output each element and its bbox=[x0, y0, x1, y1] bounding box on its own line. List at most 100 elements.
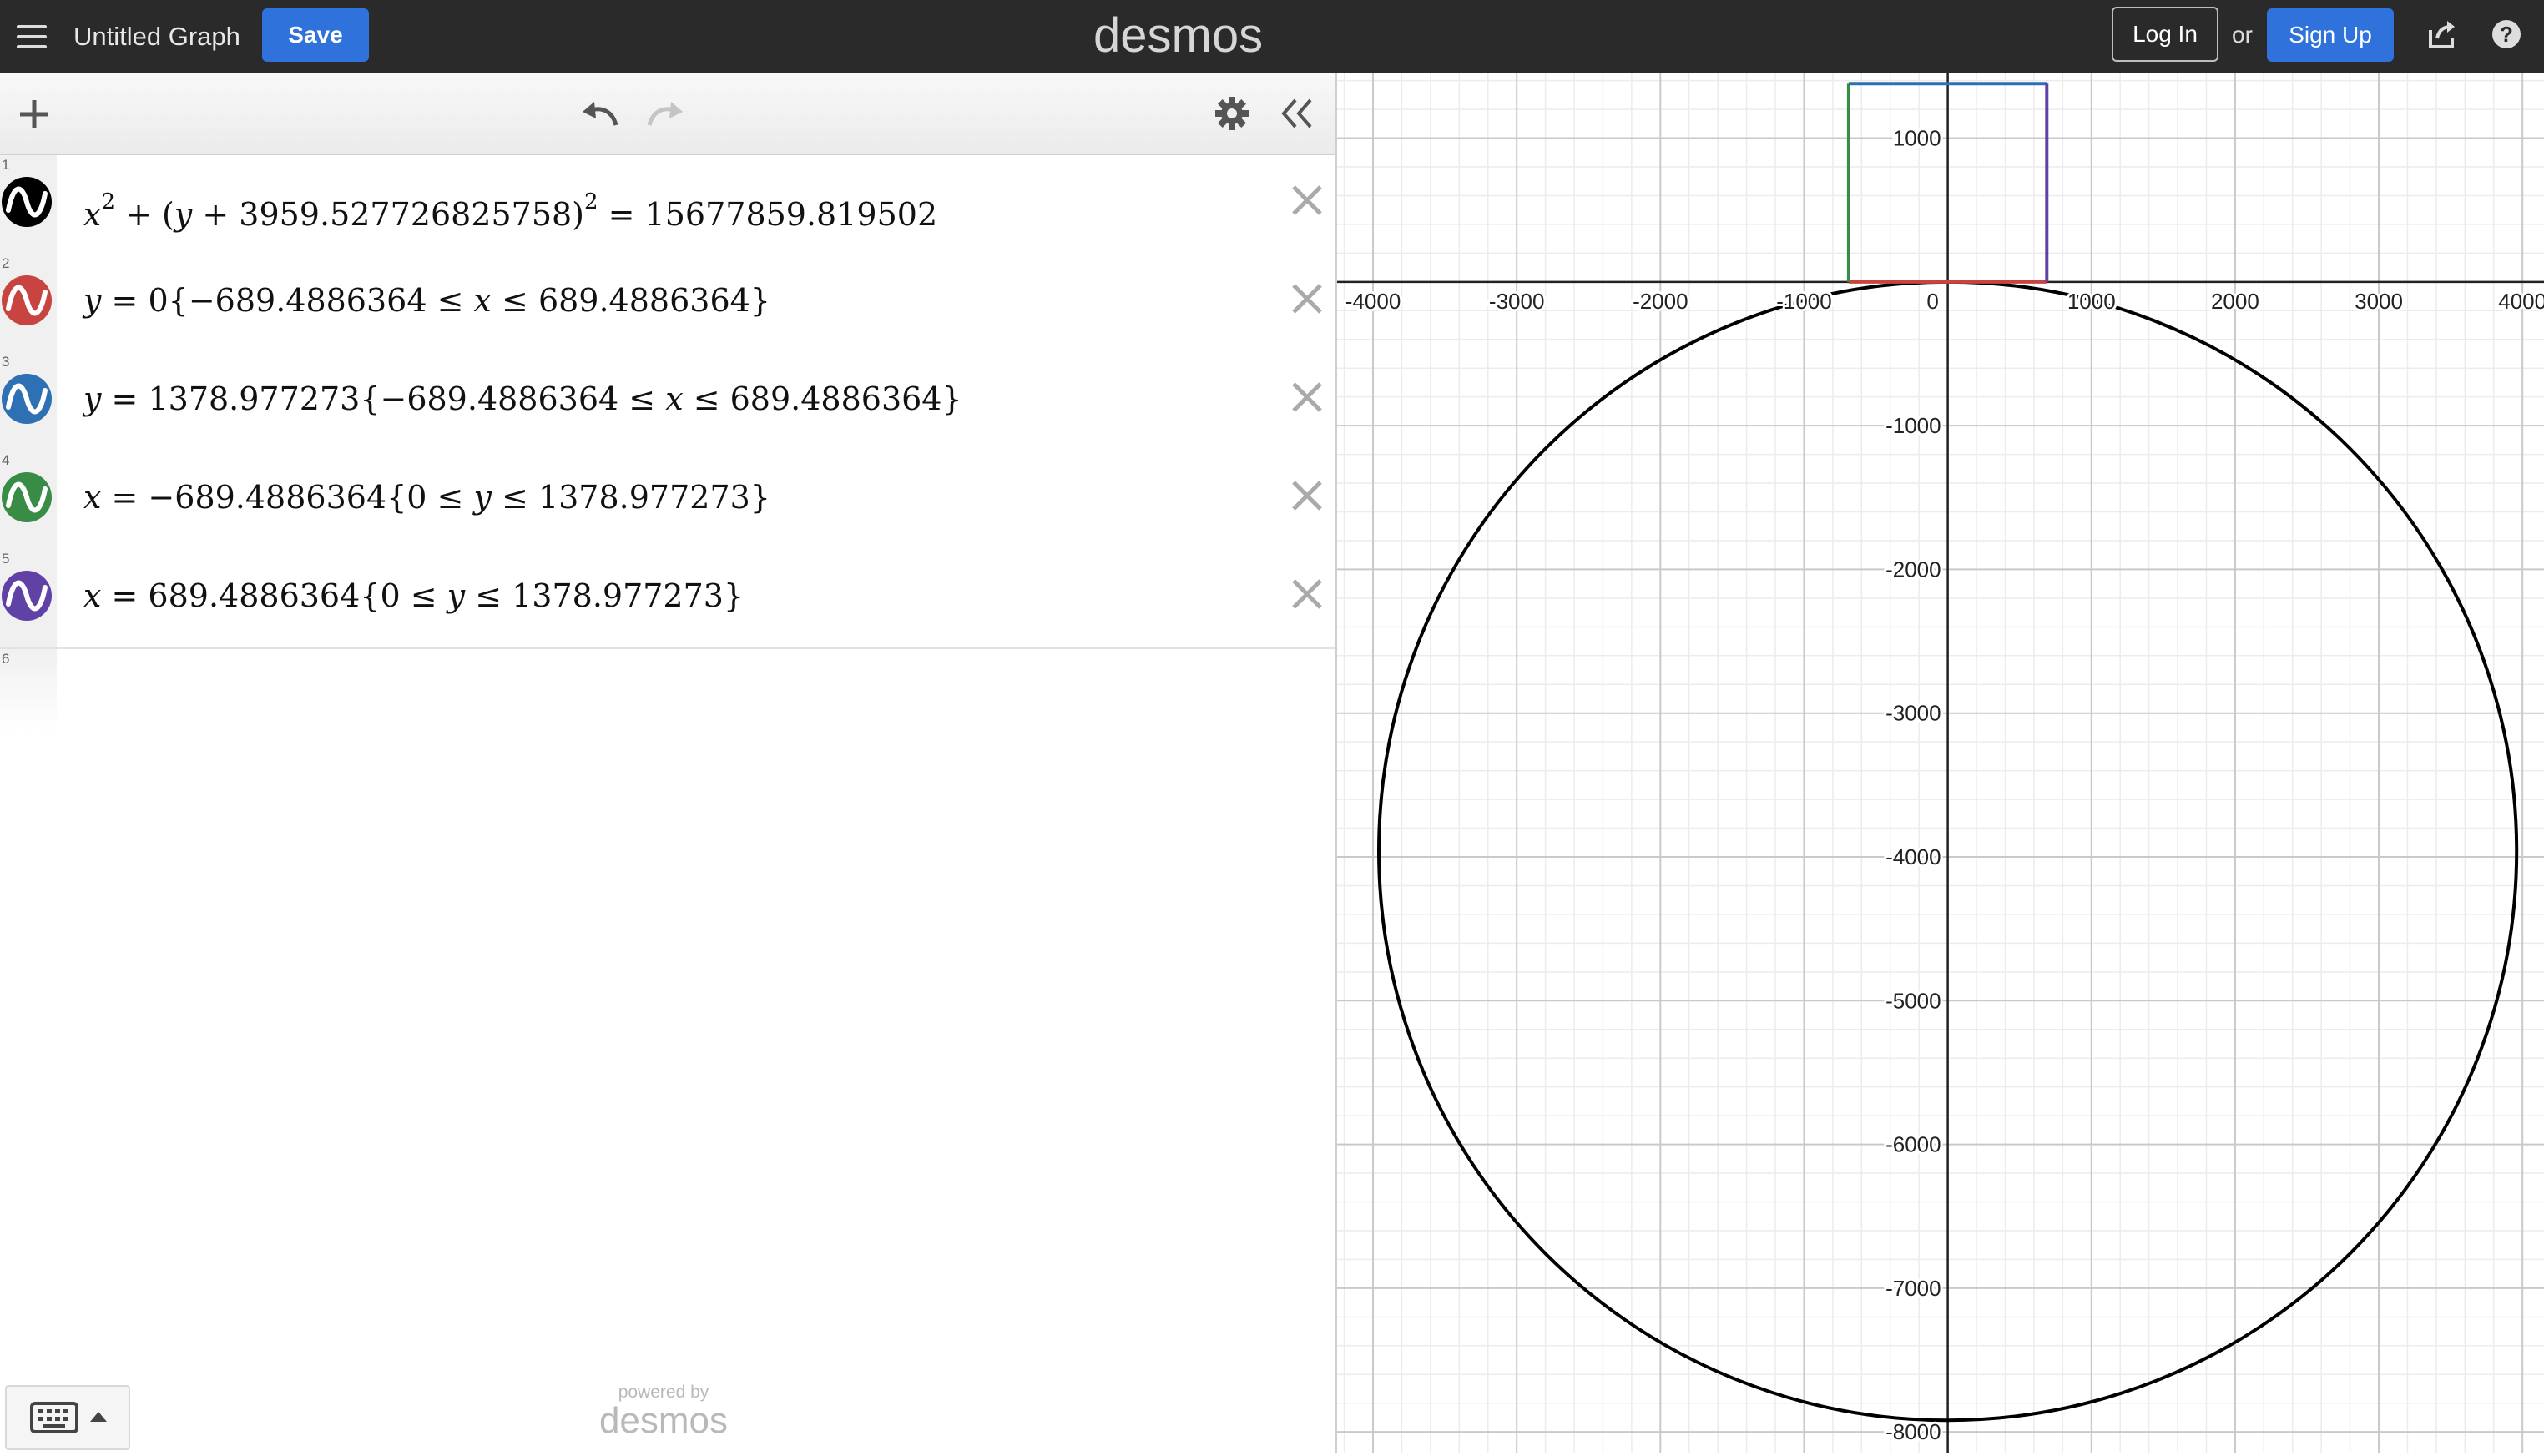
expression-panel: 1 x2 + (y + 3959.527726825758)2 = 156778… bbox=[0, 73, 1337, 1453]
expression-row-2[interactable]: 2 y = 0{−689.4886364 ≤ x ≤ 689.4886364} bbox=[0, 254, 1335, 354]
math-var: x bbox=[83, 577, 102, 614]
graph-title[interactable]: Untitled Graph bbox=[73, 22, 240, 51]
color-wave-icon[interactable] bbox=[0, 274, 53, 327]
math-text: = 1378.977273{−689.4886364 ≤ bbox=[101, 380, 666, 417]
y-tick-label: -2000 bbox=[1885, 557, 1941, 582]
math-var: x bbox=[83, 479, 102, 516]
math-text: ≤ 689.4886364} bbox=[683, 380, 962, 417]
math-var: x bbox=[83, 196, 102, 233]
x-tick-label: 1000 bbox=[2067, 289, 2116, 314]
y-tick-label: 1000 bbox=[1893, 126, 1941, 151]
x-tick-label: -4000 bbox=[1345, 289, 1401, 314]
close-icon[interactable] bbox=[1289, 280, 1325, 317]
powered-by-desmos[interactable]: powered by desmos bbox=[584, 1383, 743, 1440]
expression-row-5[interactable]: 5 x = 689.4886364{0 ≤ y ≤ 1378.977273} bbox=[0, 549, 1335, 649]
math-var: y bbox=[83, 380, 102, 417]
x-tick-label: 4000 bbox=[2498, 289, 2544, 314]
math-var: y bbox=[174, 196, 193, 233]
expression-gutter: 4 bbox=[0, 451, 57, 549]
y-tick-label: -3000 bbox=[1885, 701, 1941, 726]
math-text: = −689.4886364{0 ≤ bbox=[101, 479, 474, 516]
color-wave-icon[interactable] bbox=[0, 569, 53, 622]
y-tick-label: -4000 bbox=[1885, 844, 1941, 869]
expression-toolbar bbox=[0, 73, 1335, 155]
x-tick-label: 3000 bbox=[2355, 289, 2403, 314]
login-button[interactable]: Log In bbox=[2112, 7, 2218, 62]
caret-up-icon bbox=[90, 1412, 107, 1422]
expression-gutter: 1 bbox=[0, 155, 57, 254]
math-text: = 0{−689.4886364 ≤ bbox=[101, 282, 474, 319]
x-tick-label: 2000 bbox=[2211, 289, 2259, 314]
expression-row-4[interactable]: 4 x = −689.4886364{0 ≤ y ≤ 1378.977273} bbox=[0, 451, 1335, 551]
math-exponent: 2 bbox=[101, 189, 115, 214]
expression-number: 3 bbox=[2, 354, 10, 370]
empty-expression-row[interactable]: 6 bbox=[0, 649, 57, 733]
expression-row-3[interactable]: 3 y = 1378.977273{−689.4886364 ≤ x ≤ 689… bbox=[0, 352, 1335, 452]
math-var: y bbox=[447, 577, 466, 614]
y-tick-label: -5000 bbox=[1885, 988, 1941, 1013]
or-text: or bbox=[2232, 22, 2253, 48]
close-icon[interactable] bbox=[1289, 379, 1325, 416]
math-text: + 3959.527726825758) bbox=[192, 196, 585, 233]
expression-number: 1 bbox=[2, 157, 10, 173]
color-wave-icon[interactable] bbox=[0, 372, 53, 426]
close-icon[interactable] bbox=[1289, 477, 1325, 514]
powered-by-text: powered by bbox=[618, 1383, 709, 1402]
math-exponent: 2 bbox=[584, 189, 598, 214]
graph-svg[interactable]: -4000 -3000 -2000 -1000 0 1000 2000 3000 4000 10… bbox=[1337, 73, 2544, 1453]
color-wave-icon[interactable] bbox=[0, 175, 53, 229]
math-var: y bbox=[83, 282, 102, 319]
y-tick-label: -7000 bbox=[1885, 1276, 1941, 1301]
expression-number: 2 bbox=[2, 255, 10, 271]
minor-gridlines bbox=[1337, 73, 2544, 1453]
desmos-logo: desmos bbox=[1093, 8, 1264, 63]
expression-math[interactable]: x = 689.4886364{0 ≤ y ≤ 1378.977273} bbox=[83, 572, 744, 619]
expression-math[interactable]: x = −689.4886364{0 ≤ y ≤ 1378.977273} bbox=[83, 474, 770, 521]
expression-math[interactable]: y = 1378.977273{−689.4886364 ≤ x ≤ 689.4… bbox=[83, 375, 962, 422]
hamburger-menu-icon[interactable] bbox=[15, 20, 48, 53]
major-gridlines bbox=[1337, 73, 2544, 1453]
y-tick-label: -8000 bbox=[1885, 1419, 1941, 1444]
expression-gutter: 5 bbox=[0, 549, 57, 647]
math-text: + ( bbox=[114, 196, 174, 233]
expression-number: 4 bbox=[2, 452, 10, 468]
y-tick-label: -1000 bbox=[1885, 413, 1941, 438]
math-var: y bbox=[473, 479, 492, 516]
math-var: x bbox=[665, 380, 684, 417]
math-text: ≤ 1378.977273} bbox=[491, 479, 770, 516]
keyboard-toggle-button[interactable] bbox=[5, 1385, 130, 1450]
expression-gutter: 3 bbox=[0, 352, 57, 451]
expression-number: 6 bbox=[2, 651, 10, 667]
close-icon[interactable] bbox=[1289, 182, 1325, 219]
expression-math[interactable]: x2 + (y + 3959.527726825758)2 = 15677859… bbox=[83, 179, 937, 238]
plus-icon[interactable] bbox=[15, 95, 53, 134]
share-icon[interactable] bbox=[2425, 18, 2459, 52]
gear-icon[interactable] bbox=[1214, 95, 1250, 132]
math-var: x bbox=[473, 282, 492, 319]
x-tick-label: -3000 bbox=[1489, 289, 1545, 314]
math-text: ≤ 1378.977273} bbox=[465, 577, 745, 614]
expression-math[interactable]: y = 0{−689.4886364 ≤ x ≤ 689.4886364} bbox=[83, 277, 770, 324]
math-text: ≤ 689.4886364} bbox=[491, 282, 770, 319]
x-tick-label: 0 bbox=[1926, 289, 1938, 314]
undo-icon[interactable] bbox=[579, 97, 621, 132]
math-text: = 689.4886364{0 ≤ bbox=[101, 577, 447, 614]
redo-icon[interactable] bbox=[644, 97, 686, 132]
help-icon[interactable]: ? bbox=[2492, 20, 2521, 48]
plotted-curves bbox=[1377, 82, 2519, 1423]
powered-by-brand: desmos bbox=[598, 1400, 729, 1441]
double-chevron-left-icon[interactable] bbox=[1277, 95, 1317, 132]
expression-row-1[interactable]: 1 x2 + (y + 3959.527726825758)2 = 156778… bbox=[0, 155, 1335, 255]
signup-button[interactable]: Sign Up bbox=[2267, 8, 2394, 62]
close-icon[interactable] bbox=[1289, 576, 1325, 612]
x-tick-label: -1000 bbox=[1776, 289, 1832, 314]
x-tick-labels: -4000 -3000 -2000 -1000 0 1000 2000 3000 4000 bbox=[1343, 286, 2544, 316]
y-tick-labels: 1000 -1000 -2000 -3000 -4000 -5000 -6000 -7000 -… bbox=[1883, 123, 1944, 1448]
expression-gutter: 2 bbox=[0, 254, 57, 352]
save-button[interactable]: Save bbox=[262, 8, 369, 62]
keyboard-icon bbox=[30, 1402, 78, 1433]
graph-canvas[interactable]: -4000 -3000 -2000 -1000 0 1000 2000 3000 4000 10… bbox=[1337, 73, 2544, 1453]
y-tick-label: -6000 bbox=[1885, 1132, 1941, 1157]
color-wave-icon[interactable] bbox=[0, 471, 53, 524]
math-text: = 15677859.819502 bbox=[598, 196, 938, 233]
